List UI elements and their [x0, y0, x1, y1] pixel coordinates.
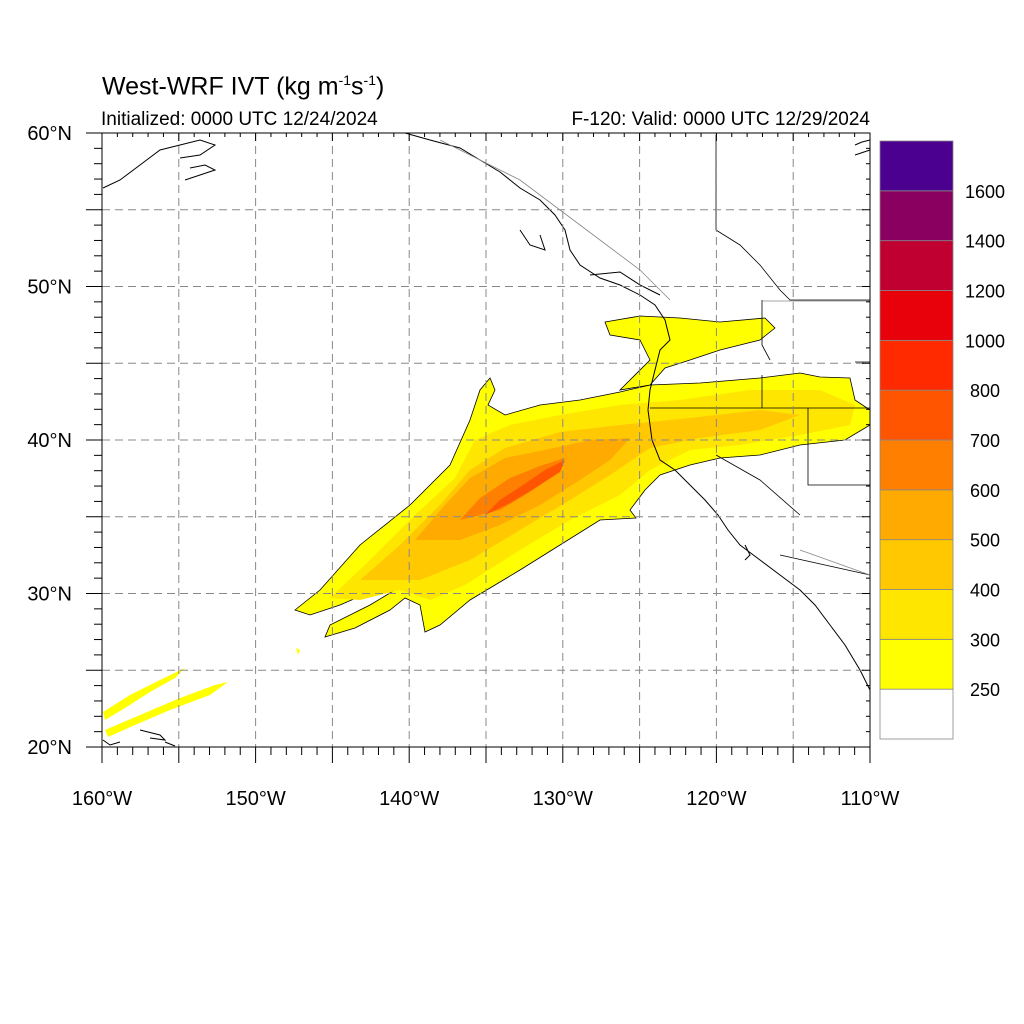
colorbar-label: 700: [970, 431, 1000, 451]
colorbar-swatch: [879, 688, 954, 740]
lat-label: 30°N: [27, 584, 72, 606]
lat-label: 20°N: [27, 737, 72, 759]
lon-label: 110°W: [841, 788, 900, 810]
colorbar-label: 250: [970, 680, 1000, 700]
colorbar-swatch: [879, 190, 954, 242]
lat-label: 50°N: [27, 277, 72, 299]
ivt-band-400: [360, 410, 800, 580]
colorbar-swatch: [879, 339, 954, 391]
lat-label: 40°N: [27, 430, 72, 452]
colorbar-swatch: [879, 290, 954, 341]
colorbar: 250 300 400 500 600 700 800 1000 1200 1400 1600: [879, 140, 1005, 740]
ivt-streak-hawaii-2: [105, 682, 228, 737]
initialized-time: Initialized: 0000 UTC 12/24/2024: [101, 109, 378, 130]
colorbar-label: 1600: [965, 182, 1005, 202]
colorbar-swatch: [879, 140, 954, 192]
ivt-speck: [296, 648, 300, 655]
ivt-band-700: [485, 460, 565, 515]
colorbar-swatch: [879, 439, 954, 491]
coastlines: [102, 132, 871, 747]
colorbar-swatch: [879, 589, 954, 640]
colorbar-label: 500: [970, 531, 1000, 551]
colorbar-swatch: [879, 389, 954, 441]
colorbar-label: 1000: [965, 331, 1005, 351]
colorbar-swatch: [879, 638, 954, 690]
ivt-band-250-north: [604, 315, 776, 391]
colorbar-swatch: [879, 489, 954, 541]
lon-label: 130°W: [533, 788, 593, 810]
valid-time: F-120: Valid: 0000 UTC 12/29/2024: [571, 109, 870, 130]
colorbar-label: 1200: [965, 282, 1005, 302]
colorbar-label: 600: [970, 481, 1000, 501]
map-title: West-WRF IVT (kg m-1s-1): [102, 72, 385, 101]
axis-ticks: [86, 132, 871, 763]
colorbar-label: 1400: [965, 232, 1005, 252]
ivt-streak-hawaii-1: [103, 668, 185, 720]
colorbar-label: 400: [970, 581, 1000, 601]
lon-label: 160°W: [72, 788, 132, 810]
colorbar-swatch: [879, 539, 954, 590]
colorbar-swatch: [879, 240, 954, 291]
lat-label: 60°N: [27, 123, 72, 145]
lon-label: 120°W: [686, 788, 746, 810]
colorbar-label: 300: [970, 630, 1000, 650]
lon-label: 150°W: [225, 788, 285, 810]
map-frame: [101, 132, 871, 748]
ivt-shading: [103, 315, 871, 737]
colorbar-label: 800: [970, 381, 1000, 401]
latitude-labels: 20°N 30°N 40°N 50°N 60°N: [27, 123, 72, 759]
graticule: [102, 133, 870, 747]
longitude-labels: 160°W 150°W 140°W 130°W 120°W 110°W: [72, 788, 900, 810]
lon-label: 140°W: [379, 788, 439, 810]
